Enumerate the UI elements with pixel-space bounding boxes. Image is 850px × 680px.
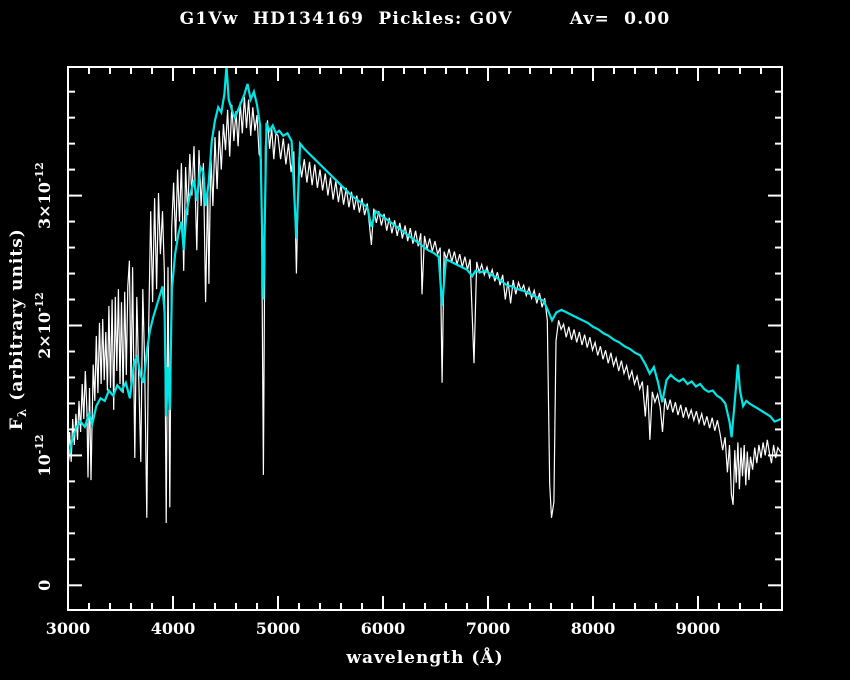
y-tick-labels: 0 10-12 2×10-12 3×10-12 xyxy=(33,162,54,591)
svg-text:8000: 8000 xyxy=(571,619,616,638)
svg-text:6000: 6000 xyxy=(361,619,406,638)
y-axis-label-subscript: λ xyxy=(15,407,30,418)
pickles-g0v-template-line xyxy=(68,67,782,463)
svg-text:4000: 4000 xyxy=(151,619,196,638)
plot-frame xyxy=(67,66,783,611)
y-axis-label-units: (arbitrary units) xyxy=(6,228,27,408)
x-tick-labels: 3000 4000 5000 6000 7000 8000 9000 xyxy=(46,619,721,638)
svg-text:0: 0 xyxy=(35,580,54,591)
svg-text:9000: 9000 xyxy=(676,619,721,638)
svg-text:10-12: 10-12 xyxy=(33,434,54,476)
y-axis-label-symbol: F xyxy=(6,417,27,431)
observed-spectrum-line xyxy=(68,96,782,524)
axis-ticks xyxy=(67,67,782,610)
svg-text:5000: 5000 xyxy=(256,619,301,638)
plot-title: G1Vw HD134169 Pickles: G0V Av= 0.00 xyxy=(179,9,671,29)
x-axis-label: wavelength (Å) xyxy=(346,648,504,668)
svg-text:7000: 7000 xyxy=(466,619,511,638)
y-axis-label: Fλ (arbitrary units) xyxy=(7,179,29,479)
svg-text:3000: 3000 xyxy=(46,619,91,638)
svg-text:2×10-12: 2×10-12 xyxy=(33,292,54,359)
svg-text:3×10-12: 3×10-12 xyxy=(33,162,54,229)
